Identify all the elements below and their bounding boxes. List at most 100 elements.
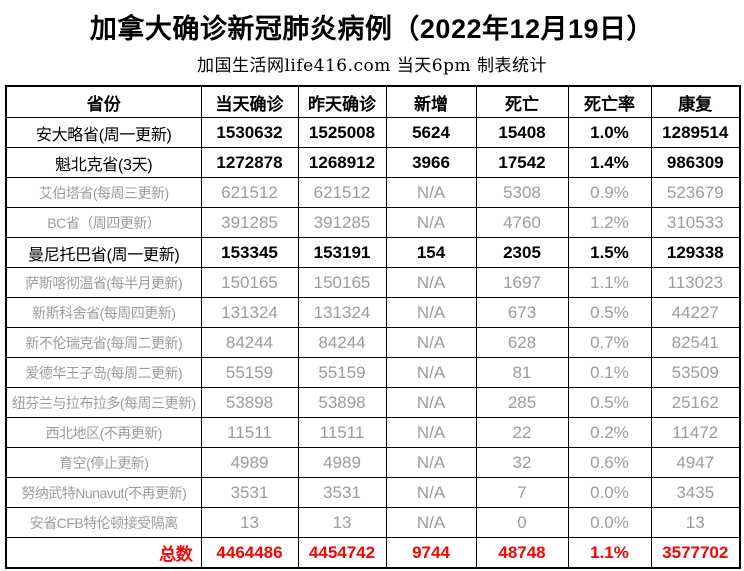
value-cell: N/A (385, 327, 477, 358)
column-header: 康复 (650, 85, 741, 118)
value-cell: 154 (385, 237, 477, 268)
value-cell: 3435 (650, 477, 741, 508)
value-cell: 55159 (200, 357, 299, 388)
value-cell: 3531 (200, 477, 299, 508)
value-cell: N/A (385, 297, 477, 328)
province-cell: 西北地区(不再更新) (5, 417, 202, 448)
value-cell: 32 (475, 447, 569, 478)
value-cell: 391285 (200, 207, 299, 238)
value-cell: N/A (385, 477, 477, 508)
value-cell: 84244 (200, 327, 299, 358)
value-cell: 0.5% (567, 387, 652, 418)
value-cell: 523679 (650, 177, 741, 208)
value-cell: 4989 (200, 447, 299, 478)
value-cell: 1289514 (650, 117, 741, 148)
table-header-row: 省份 当天确诊 昨天确诊 新增 死亡 死亡率 康复 (5, 85, 741, 118)
value-cell: 153345 (200, 237, 299, 268)
value-cell: 3577702 (650, 537, 741, 569)
value-cell: 1530632 (200, 117, 299, 148)
value-cell: 53898 (200, 387, 299, 418)
value-cell: 1.5% (567, 237, 652, 268)
table-row: 新斯科舍省(每周四更新) 131324 131324 N/A 673 0.5% 44227 (5, 297, 741, 328)
table-row: 努纳武特Nunavut(不再更新) 3531 3531 N/A 7 0.0% 3435 (5, 477, 741, 508)
value-cell: N/A (385, 417, 477, 448)
value-cell: 9744 (385, 537, 477, 569)
covid-stats-table: 省份 当天确诊 昨天确诊 新增 死亡 死亡率 康复 安大略省(周一更新) 1530632 152… (5, 85, 741, 569)
column-header: 省份 (5, 85, 202, 118)
value-cell: 0.7% (567, 327, 652, 358)
value-cell: 48748 (475, 537, 569, 569)
value-cell: N/A (385, 447, 477, 478)
value-cell: 1697 (475, 267, 569, 298)
value-cell: N/A (385, 507, 477, 538)
province-cell: 艾伯塔省(每周三更新) (5, 177, 202, 208)
value-cell: 1525008 (297, 117, 387, 148)
value-cell: 391285 (297, 207, 387, 238)
table-row: 萨斯喀彻温省(每半月更新) 150165 150165 N/A 1697 1.1% 1130… (5, 267, 741, 298)
value-cell: 81 (475, 357, 569, 388)
province-cell: 萨斯喀彻温省(每半月更新) (5, 267, 202, 298)
value-cell: 3966 (385, 147, 477, 178)
total-row: 总数 4464486 4454742 9744 48748 1.1% 3577702 (5, 537, 741, 569)
value-cell: 22 (475, 417, 569, 448)
value-cell: 0.0% (567, 477, 652, 508)
column-header: 新增 (385, 85, 477, 118)
value-cell: 53898 (297, 387, 387, 418)
province-cell: 育空(停止更新) (5, 447, 202, 478)
column-header: 死亡 (475, 85, 569, 118)
table-body: 安大略省(周一更新) 1530632 1525008 5624 15408 1.0% 128… (5, 117, 741, 569)
value-cell: 0.9% (567, 177, 652, 208)
value-cell: 621512 (200, 177, 299, 208)
value-cell: 5624 (385, 117, 477, 148)
value-cell: N/A (385, 267, 477, 298)
value-cell: 131324 (200, 297, 299, 328)
value-cell: 55159 (297, 357, 387, 388)
table-row: 爱德华王子岛(每周二更新) 55159 55159 N/A 81 0.1% 53509 (5, 357, 741, 388)
province-cell: 纽芬兰与拉布拉多(每周三更新) (5, 387, 202, 418)
value-cell: 1.2% (567, 207, 652, 238)
table-row: 新不伦瑞克省(每周二更新) 84244 84244 N/A 628 0.7% 82541 (5, 327, 741, 358)
value-cell: 0.0% (567, 507, 652, 538)
value-cell: N/A (385, 177, 477, 208)
value-cell: 4947 (650, 447, 741, 478)
value-cell: N/A (385, 357, 477, 388)
province-cell: 新斯科舍省(每周四更新) (5, 297, 202, 328)
value-cell: 150165 (200, 267, 299, 298)
table-row: 曼尼托巴省(周一更新) 153345 153191 154 2305 1.5% 129338 (5, 237, 741, 268)
value-cell: 0.5% (567, 297, 652, 328)
value-cell: 7 (475, 477, 569, 508)
value-cell: 153191 (297, 237, 387, 268)
value-cell: 150165 (297, 267, 387, 298)
value-cell: 0.1% (567, 357, 652, 388)
province-cell: 安大略省(周一更新) (5, 117, 202, 148)
province-cell: 曼尼托巴省(周一更新) (5, 237, 202, 268)
table-row: 西北地区(不再更新) 11511 11511 N/A 22 0.2% 11472 (5, 417, 741, 448)
value-cell: 113023 (650, 267, 741, 298)
value-cell: 1272878 (200, 147, 299, 178)
value-cell: 4454742 (297, 537, 387, 569)
value-cell: 4760 (475, 207, 569, 238)
value-cell: 13 (650, 507, 741, 538)
page-title: 加拿大确诊新冠肺炎病例（2022年12月19日） (89, 14, 655, 44)
table-row: 安大略省(周一更新) 1530632 1525008 5624 15408 1.0% 128… (5, 117, 741, 148)
province-cell: BC省（周四更新） (5, 207, 202, 238)
value-cell: 0.2% (567, 417, 652, 448)
value-cell: 986309 (650, 147, 741, 178)
value-cell: 11511 (297, 417, 387, 448)
value-cell: 1.4% (567, 147, 652, 178)
value-cell: 131324 (297, 297, 387, 328)
value-cell: 11511 (200, 417, 299, 448)
value-cell: 13 (200, 507, 299, 538)
value-cell: N/A (385, 207, 477, 238)
value-cell: 1268912 (297, 147, 387, 178)
value-cell: 1.1% (567, 537, 652, 569)
column-header: 昨天确诊 (297, 85, 387, 118)
province-cell: 新不伦瑞克省(每周二更新) (5, 327, 202, 358)
value-cell: 84244 (297, 327, 387, 358)
value-cell: 53509 (650, 357, 741, 388)
value-cell: 0.6% (567, 447, 652, 478)
column-header: 当天确诊 (200, 85, 299, 118)
value-cell: 25162 (650, 387, 741, 418)
value-cell: 13 (297, 507, 387, 538)
